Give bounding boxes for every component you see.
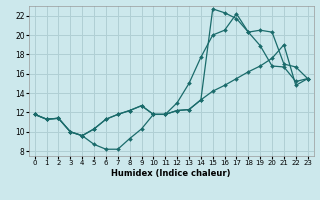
X-axis label: Humidex (Indice chaleur): Humidex (Indice chaleur) [111, 169, 231, 178]
